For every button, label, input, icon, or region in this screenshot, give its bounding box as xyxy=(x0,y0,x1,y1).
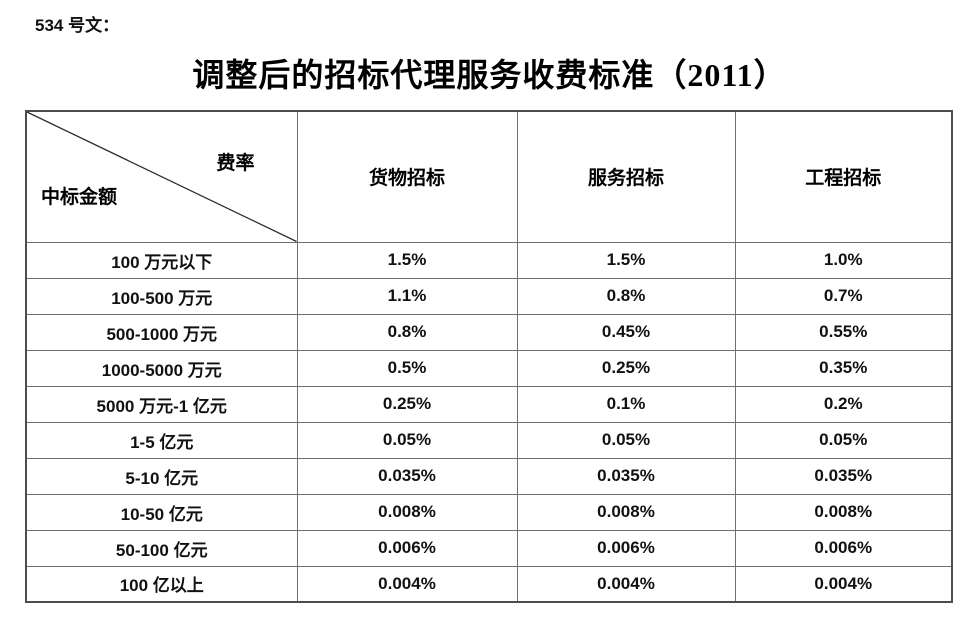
rate-cell: 0.8% xyxy=(296,313,518,351)
table-row: 5000 万元-1 亿元 0.25% 0.1% 0.2% xyxy=(25,385,953,423)
rate-cell: 0.004% xyxy=(734,565,953,603)
rate-cell: 0.006% xyxy=(734,529,953,567)
rate-cell: 0.55% xyxy=(734,313,953,351)
row-label: 500-1000 万元 xyxy=(25,313,298,351)
rate-cell: 0.05% xyxy=(296,421,518,459)
table-row: 100 万元以下 1.5% 1.5% 1.0% xyxy=(25,241,953,279)
rate-cell: 0.035% xyxy=(734,457,953,495)
row-label: 100-500 万元 xyxy=(25,277,298,315)
table-corner-cell: 费率 中标金额 xyxy=(25,110,298,243)
corner-label-rate: 费率 xyxy=(216,153,255,174)
row-label: 10-50 亿元 xyxy=(25,493,298,531)
rate-cell: 0.008% xyxy=(516,493,736,531)
rate-cell: 0.008% xyxy=(734,493,953,531)
page-title: 调整后的招标代理服务收费标准（2011） xyxy=(192,57,787,93)
table-row: 10-50 亿元 0.008% 0.008% 0.008% xyxy=(25,493,953,531)
table-row: 100-500 万元 1.1% 0.8% 0.7% xyxy=(25,277,953,315)
rate-cell: 0.25% xyxy=(516,349,736,387)
rate-cell: 0.035% xyxy=(516,457,736,495)
row-label: 50-100 亿元 xyxy=(25,529,298,567)
row-label: 100 亿以上 xyxy=(25,565,298,603)
rate-cell: 0.1% xyxy=(516,385,736,423)
rate-cell: 0.05% xyxy=(734,421,953,459)
rate-cell: 0.008% xyxy=(296,493,518,531)
fee-rate-table: 费率 中标金额 货物招标 服务招标 工程招标 100 万元以下 1.5% 1.5… xyxy=(25,110,953,603)
table-row: 50-100 亿元 0.006% 0.006% 0.006% xyxy=(25,529,953,567)
table-row: 5-10 亿元 0.035% 0.035% 0.035% xyxy=(25,457,953,495)
column-header-goods: 货物招标 xyxy=(296,110,518,243)
rate-cell: 0.035% xyxy=(296,457,518,495)
header-row: 费率 中标金额 货物招标 服务招标 工程招标 xyxy=(25,110,953,243)
row-label: 1000-5000 万元 xyxy=(25,349,298,387)
rate-cell: 0.006% xyxy=(296,529,518,567)
rate-cell: 0.25% xyxy=(296,385,518,423)
row-label: 100 万元以下 xyxy=(25,241,298,279)
table-row: 1000-5000 万元 0.5% 0.25% 0.35% xyxy=(25,349,953,387)
rate-cell: 0.8% xyxy=(516,277,736,315)
corner-label-bid-amount: 中标金额 xyxy=(41,187,118,208)
rate-cell: 0.2% xyxy=(734,385,953,423)
doc-number-label: 534 号文： xyxy=(35,16,120,35)
rate-cell: 0.004% xyxy=(516,565,736,603)
row-label: 5-10 亿元 xyxy=(25,457,298,495)
rate-cell: 1.0% xyxy=(734,241,953,279)
rate-cell: 0.05% xyxy=(516,421,736,459)
rate-cell: 1.5% xyxy=(516,241,736,279)
row-label: 5000 万元-1 亿元 xyxy=(25,385,298,423)
rate-cell: 0.006% xyxy=(516,529,736,567)
row-label: 1-5 亿元 xyxy=(25,421,298,459)
rate-cell: 0.5% xyxy=(296,349,518,387)
table-row: 1-5 亿元 0.05% 0.05% 0.05% xyxy=(25,421,953,459)
rate-cell: 0.45% xyxy=(516,313,736,351)
diagonal-divider-line xyxy=(27,112,297,242)
column-header-services: 服务招标 xyxy=(516,110,736,243)
table-row: 100 亿以上 0.004% 0.004% 0.004% xyxy=(25,565,953,603)
rate-cell: 0.7% xyxy=(734,277,953,315)
rate-cell: 0.004% xyxy=(296,565,518,603)
table-row: 500-1000 万元 0.8% 0.45% 0.55% xyxy=(25,313,953,351)
column-header-engineering: 工程招标 xyxy=(734,110,953,243)
rate-cell: 0.35% xyxy=(734,349,953,387)
rate-cell: 1.5% xyxy=(296,241,518,279)
rate-cell: 1.1% xyxy=(296,277,518,315)
